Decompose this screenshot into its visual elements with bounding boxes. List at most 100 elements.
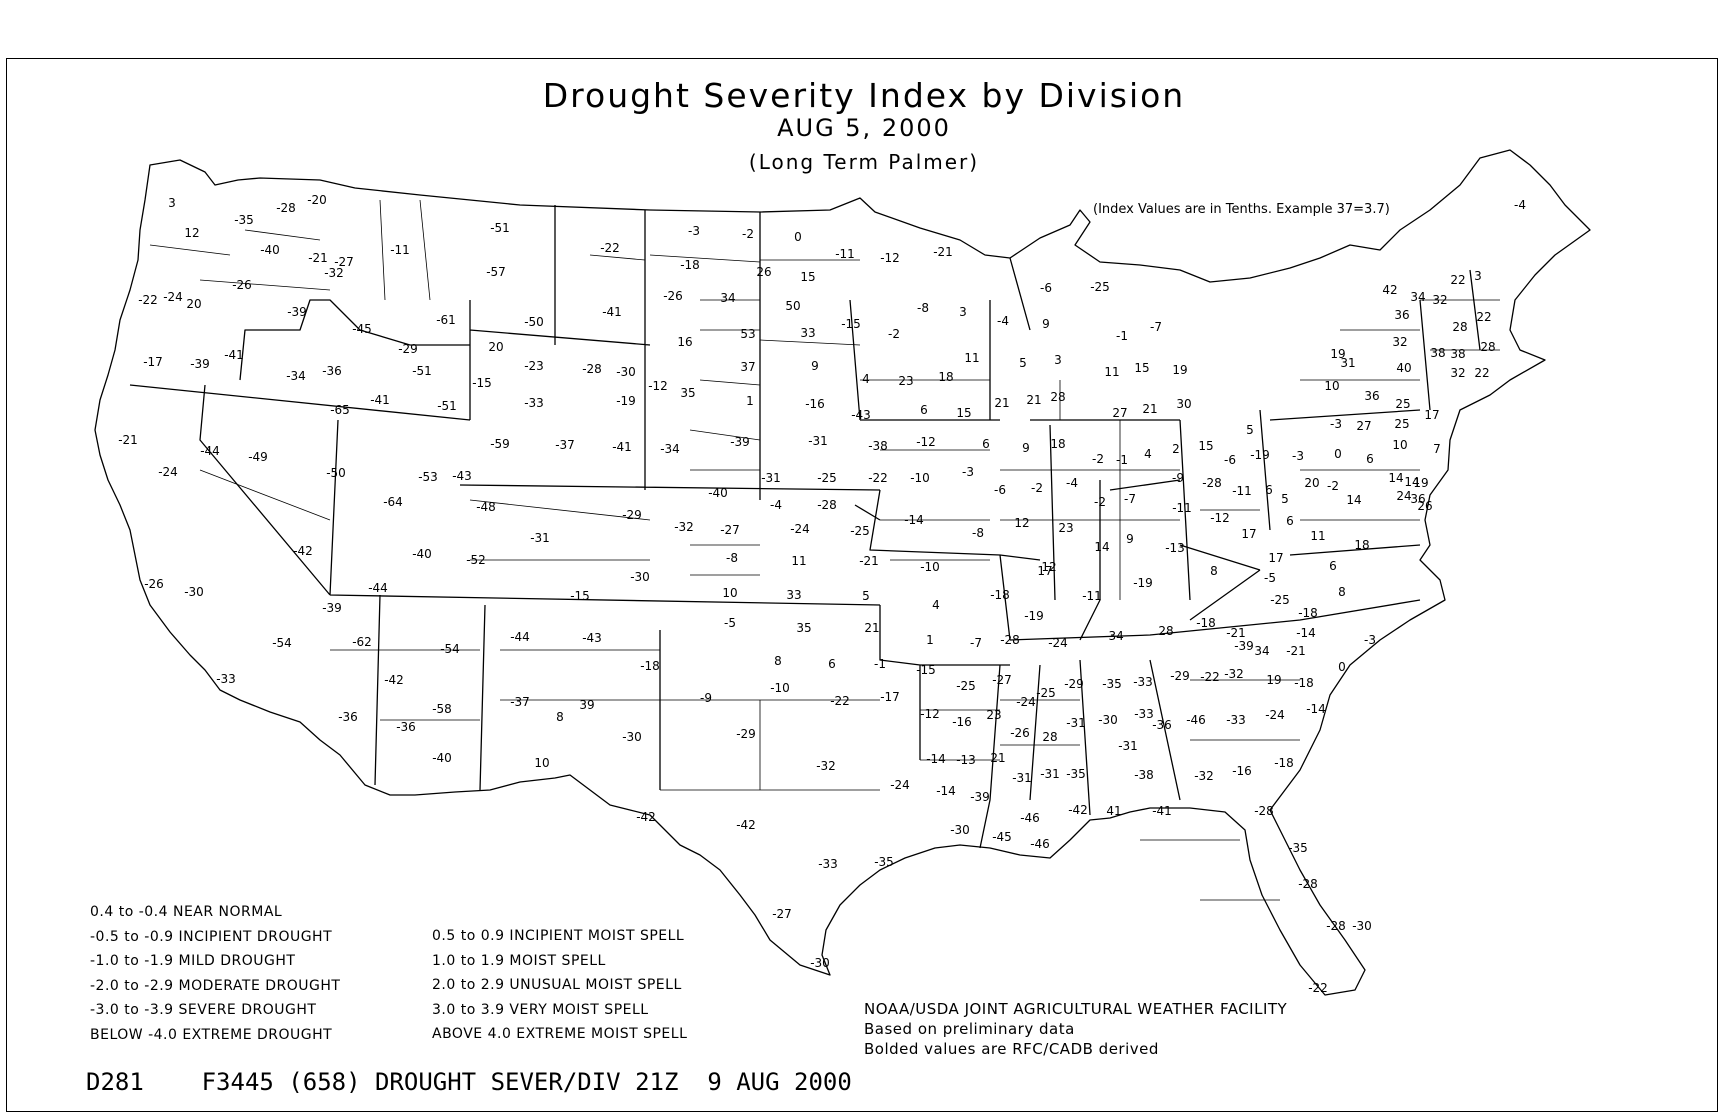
map-frame — [6, 58, 1718, 1112]
division-value: -2 — [742, 227, 754, 241]
division-value: -40 — [260, 243, 280, 257]
us-outline — [94, 149, 1591, 996]
division-value: 17 — [1241, 527, 1256, 541]
division-value: -24 — [1048, 636, 1068, 650]
division-value: 12 — [1041, 560, 1056, 574]
division-value: -44 — [200, 444, 220, 458]
division-value: -6 — [1040, 281, 1052, 295]
division-value: -40 — [412, 547, 432, 561]
division-value: 5 — [862, 589, 870, 603]
division-value: -21 — [859, 554, 879, 568]
division-value: -28 — [276, 201, 296, 215]
map-date: AUG 5, 2000 — [777, 114, 951, 142]
division-value: -51 — [437, 399, 457, 413]
division-value: -46 — [1186, 713, 1206, 727]
division-value: 12 — [1014, 516, 1029, 530]
division-value: -45 — [992, 830, 1012, 844]
division-value: -18 — [1274, 756, 1294, 770]
division-value: -57 — [486, 265, 506, 279]
division-value: -52 — [466, 553, 486, 567]
division-value: -54 — [440, 642, 460, 656]
division-value: 1 — [746, 394, 754, 408]
division-value: -12 — [648, 379, 668, 393]
division-value: 8 — [1338, 585, 1346, 599]
division-value: -22 — [1308, 981, 1328, 995]
division-value: -16 — [805, 397, 825, 411]
division-value: -6 — [994, 483, 1006, 497]
division-value: -4 — [1514, 198, 1526, 212]
division-value: 20 — [186, 297, 201, 311]
division-value: 10 — [1324, 379, 1339, 393]
division-value: -27 — [720, 523, 740, 537]
division-value: -62 — [352, 635, 372, 649]
division-value: -27 — [992, 673, 1012, 687]
division-value: 34 — [1254, 644, 1269, 658]
division-value: 18 — [938, 370, 953, 384]
division-value: -17 — [880, 690, 900, 704]
division-value: 33 — [786, 588, 801, 602]
division-value: -25 — [956, 679, 976, 693]
division-value: -31 — [1066, 716, 1086, 730]
division-value: -39 — [1234, 639, 1254, 653]
division-value: 23 — [986, 708, 1001, 722]
division-value: -4 — [770, 498, 782, 512]
division-value: -3 — [962, 465, 974, 479]
division-value: -35 — [874, 855, 894, 869]
division-value: 1 — [926, 633, 934, 647]
division-value: -43 — [851, 408, 871, 422]
division-value: 32 — [1432, 293, 1447, 307]
division-value: 34 — [720, 291, 735, 305]
division-value: -19 — [1133, 576, 1153, 590]
legend-item: 2.0 to 2.9 UNUSUAL MOIST SPELL — [432, 977, 682, 993]
division-value: -38 — [868, 439, 888, 453]
division-value: -33 — [216, 672, 236, 686]
division-value: 12 — [184, 226, 199, 240]
division-values: 312-35-28-20-40-21 -27-32-11-51-22-3 -2 0-1… — [118, 193, 1526, 995]
division-value: 19 — [1413, 476, 1428, 490]
division-value: -7 — [1150, 320, 1162, 334]
division-value: -49 — [248, 450, 268, 464]
division-value: 19 — [1266, 673, 1281, 687]
division-value: -24 — [158, 465, 178, 479]
division-value: -8 — [726, 551, 738, 565]
division-value: -2 — [1327, 479, 1339, 493]
division-value: 9 — [811, 359, 819, 373]
division-value: -6 — [1224, 453, 1236, 467]
division-value: -17 — [143, 355, 163, 369]
product-footer: D281 F3445 (658) DROUGHT SEVER/DIV 21Z 9… — [86, 1068, 852, 1096]
division-value: 3 — [1054, 353, 1062, 367]
division-value: -48 — [476, 500, 496, 514]
division-value: 10 — [534, 756, 549, 770]
division-value: -25 — [850, 524, 870, 538]
division-value: -51 — [490, 221, 510, 235]
division-value: 20 — [488, 340, 503, 354]
division-value: -10 — [920, 560, 940, 574]
division-value: -33 — [1226, 713, 1246, 727]
division-value: -3 — [1292, 449, 1304, 463]
credit-line: Bolded values are RFC/CADB derived — [864, 1040, 1159, 1058]
division-value: 39 — [579, 698, 594, 712]
division-value: -21 — [118, 433, 138, 447]
division-value: -9 — [1172, 471, 1184, 485]
division-value: -41 — [370, 393, 390, 407]
division-value: -41 — [602, 305, 622, 319]
division-value: -58 — [432, 702, 452, 716]
division-value: -42 — [736, 818, 756, 832]
division-value: 5 — [1246, 423, 1254, 437]
division-value: -21 — [1286, 644, 1306, 658]
division-value: -7 — [1124, 492, 1136, 506]
division-value: -36 — [322, 364, 342, 378]
division-value: 33 — [800, 326, 815, 340]
division-value: -28 — [1000, 633, 1020, 647]
division-value: -50 — [524, 315, 544, 329]
division-value: -15 — [570, 589, 590, 603]
division-value: -32 — [674, 520, 694, 534]
division-value: 8 — [556, 710, 564, 724]
division-value: 0 — [794, 230, 802, 244]
legend-item: 0.5 to 0.9 INCIPIENT MOIST SPELL — [432, 928, 685, 944]
division-value: -35 — [1102, 677, 1122, 691]
division-value: 4 — [862, 372, 870, 386]
division-value: 38 — [1450, 347, 1465, 361]
division-value: -5 — [724, 616, 736, 630]
division-value: 11 — [1310, 529, 1325, 543]
